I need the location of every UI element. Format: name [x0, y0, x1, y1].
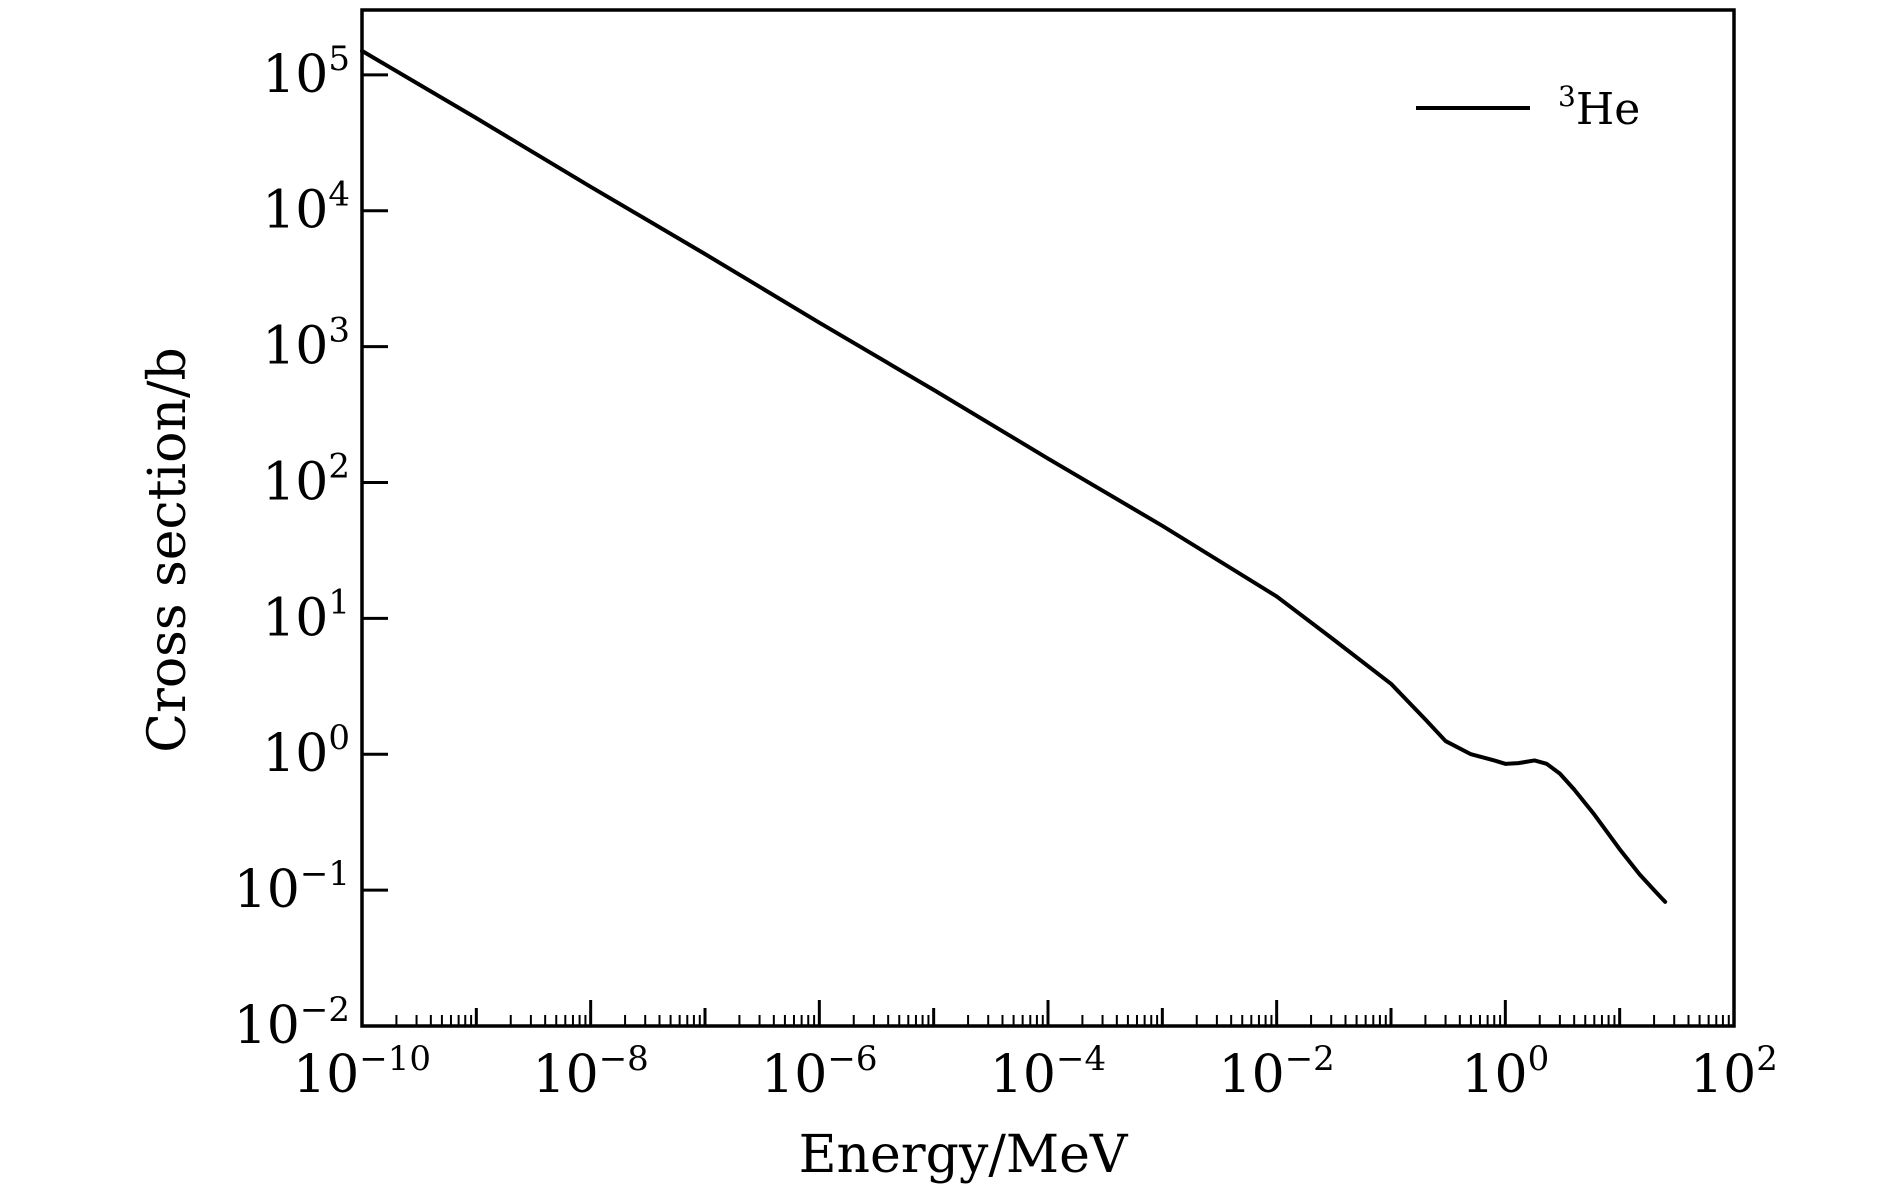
y-tick-exponent: 4 [328, 175, 350, 215]
y-tick-exponent: −2 [300, 990, 350, 1030]
y-tick-base: 10 [262, 181, 328, 241]
x-tick-base: 10 [761, 1045, 827, 1105]
y-tick-exponent: 2 [328, 446, 350, 486]
y-tick-label: 103 [262, 311, 350, 377]
legend-superscript: 3 [1558, 80, 1576, 113]
x-tick-base: 10 [293, 1045, 359, 1105]
x-tick-label: 10−2 [1219, 1039, 1335, 1105]
x-tick-exponent: −10 [359, 1039, 431, 1079]
y-tick-label: 102 [262, 446, 350, 512]
series-line [360, 48, 1668, 904]
y-tick-base: 10 [234, 860, 300, 920]
y-tick-exponent: 0 [328, 718, 350, 758]
y-tick-exponent: −1 [300, 854, 350, 894]
y-tick-label: 105 [262, 39, 350, 105]
x-tick-exponent: −2 [1285, 1039, 1335, 1079]
y-tick-exponent: 1 [328, 582, 350, 622]
plot-frame [360, 8, 1736, 1028]
y-tick-base: 10 [262, 452, 328, 512]
x-tick-label: 10−10 [293, 1039, 431, 1105]
x-axis-label: Energy/MeV [799, 1125, 1129, 1185]
series-layer [360, 48, 1668, 904]
x-tick-exponent: −8 [599, 1039, 649, 1079]
y-tick-label: 104 [262, 175, 350, 241]
y-tick-base: 10 [262, 317, 328, 377]
legend: 3He [1416, 80, 1640, 135]
x-tick-label: 100 [1461, 1039, 1549, 1105]
y-axis-label: Cross section/b [138, 347, 198, 753]
y-tick-exponent: 3 [328, 311, 350, 351]
y-tick-exponent: 5 [328, 39, 350, 79]
x-tick-exponent: 0 [1528, 1039, 1550, 1079]
x-tick-exponent: −6 [827, 1039, 877, 1079]
x-tick-exponent: 2 [1756, 1039, 1778, 1079]
y-tick-label: 10−1 [234, 854, 350, 920]
x-tick-labels: 10−10 10−8 10−6 10−4 10−2 100 102 [293, 1039, 1778, 1105]
axis-ticks [360, 73, 1736, 1028]
y-tick-label: 10−2 [234, 990, 350, 1056]
legend-text: He [1576, 84, 1640, 135]
x-tick-base: 10 [990, 1045, 1056, 1105]
y-tick-base: 10 [234, 996, 300, 1056]
x-tick-label: 102 [1690, 1039, 1778, 1105]
x-tick-base: 10 [1690, 1045, 1756, 1105]
y-tick-label: 100 [262, 718, 350, 784]
x-tick-base: 10 [533, 1045, 599, 1105]
x-tick-label: 10−6 [761, 1039, 877, 1105]
x-tick-label: 10−4 [990, 1039, 1106, 1105]
x-tick-base: 10 [1219, 1045, 1285, 1105]
x-tick-label: 10−8 [533, 1039, 649, 1105]
legend-label: 3He [1558, 80, 1640, 135]
y-tick-base: 10 [262, 588, 328, 648]
y-tick-label: 101 [262, 582, 350, 648]
x-tick-base: 10 [1461, 1045, 1527, 1105]
y-tick-base: 10 [262, 724, 328, 784]
y-tick-base: 10 [262, 45, 328, 105]
x-tick-exponent: −4 [1056, 1039, 1106, 1079]
